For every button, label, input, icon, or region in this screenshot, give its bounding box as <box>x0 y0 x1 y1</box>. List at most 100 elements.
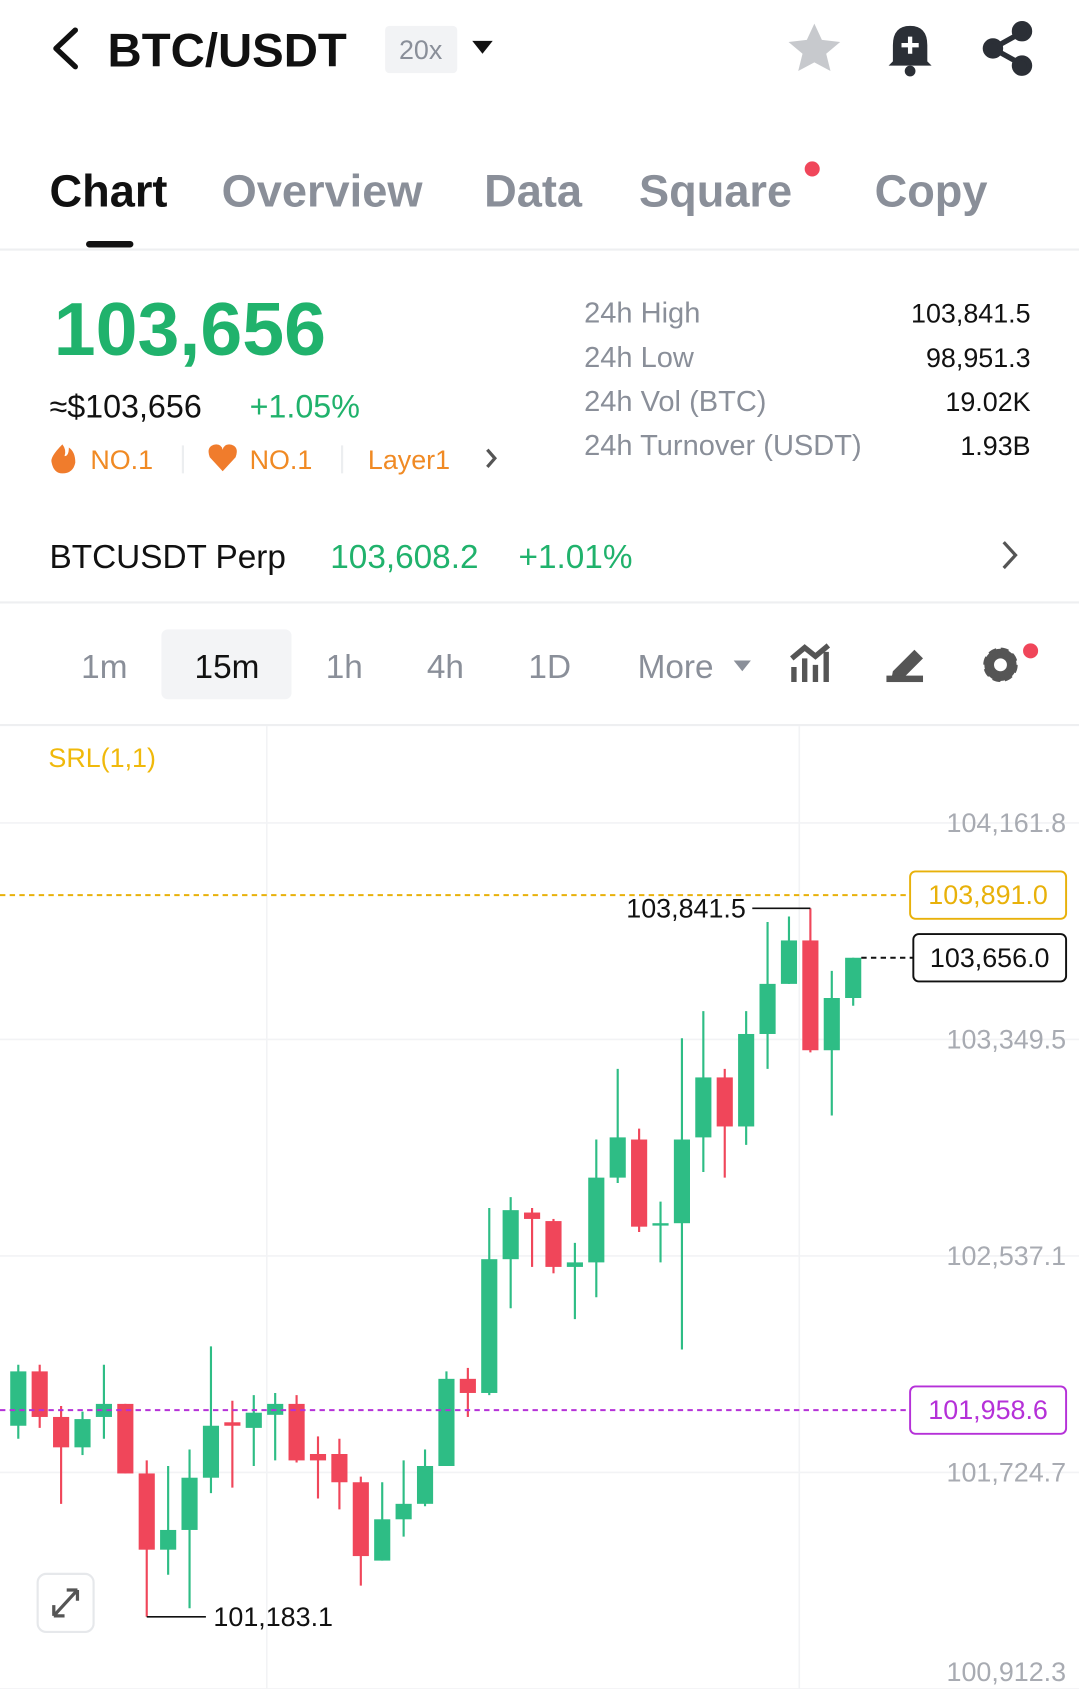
settings-icon[interactable] <box>983 647 1018 683</box>
candle-body <box>160 1529 177 1550</box>
notification-dot <box>1023 643 1039 659</box>
perp-change: +1.01% <box>519 539 633 576</box>
candle-body <box>502 1210 519 1260</box>
candle-body <box>117 1403 134 1474</box>
price-line-label: 103,891.0 <box>928 880 1048 910</box>
candle-body <box>716 1077 733 1127</box>
candle-body <box>288 1403 305 1461</box>
y-tick-label: 104,161.8 <box>947 808 1067 838</box>
price-change: +1.05% <box>250 388 360 424</box>
tab[interactable]: Data <box>484 166 583 217</box>
price-line-box <box>912 933 1068 983</box>
y-tick-label: 101,724.7 <box>947 1457 1067 1487</box>
stat-label: 24h Turnover (USDT) <box>584 430 861 462</box>
stat-label: 24h High <box>584 298 700 330</box>
expand-button[interactable] <box>36 1572 95 1634</box>
candle-body <box>245 1412 262 1428</box>
candle-body <box>738 1033 755 1127</box>
perp-row[interactable]: BTCUSDT Perp 103,608.2 +1.01% <box>49 539 1018 576</box>
candle-chart: 104,161.8 103,349.5 102,537.1 101,724.7 100,… <box>0 808 1079 1689</box>
candle-body <box>202 1425 220 1478</box>
stat-label: 24h Vol (BTC) <box>584 386 766 418</box>
candle-body <box>845 957 862 999</box>
interval[interactable]: 1h <box>326 649 363 686</box>
badge[interactable]: Layer1 <box>368 445 450 475</box>
tab-underline <box>86 240 134 248</box>
tab-active[interactable]: Chart <box>49 166 167 217</box>
candle-body <box>759 983 776 1034</box>
y-tick-label: 100,912.3 <box>947 1657 1067 1687</box>
interval[interactable]: 4h <box>427 649 464 686</box>
notification-dot <box>804 161 820 177</box>
alert-icon[interactable] <box>888 25 932 77</box>
candle-body <box>31 1371 48 1417</box>
price-line-label: 101,958.6 <box>928 1395 1048 1425</box>
candle-body <box>459 1378 476 1393</box>
candle-body <box>524 1212 541 1219</box>
tab[interactable]: Copy <box>875 166 988 217</box>
interval-selected-bg <box>161 629 292 700</box>
candle-body <box>138 1473 155 1550</box>
candle-body <box>588 1177 605 1263</box>
stat-label: 24h Low <box>584 342 695 374</box>
candle-body <box>53 1416 70 1448</box>
stat-value: 1.93B <box>960 431 1030 461</box>
interval[interactable]: 1m <box>81 649 127 686</box>
interval-selected[interactable]: 15m <box>195 649 260 686</box>
candle-body <box>352 1482 369 1557</box>
back-button[interactable] <box>53 27 78 70</box>
candle-body <box>652 1223 669 1226</box>
favorite-icon[interactable] <box>788 23 841 72</box>
chevron[interactable] <box>486 448 497 468</box>
high-marker-label: 103,841.5 <box>626 893 746 923</box>
leverage-badge[interactable] <box>385 25 458 74</box>
usd-price: ≈$103,656 <box>49 388 201 424</box>
badge[interactable]: NO.1 <box>90 445 153 475</box>
candle-body <box>374 1519 391 1561</box>
candle-body <box>395 1503 412 1520</box>
low-marker-label: 101,183.1 <box>213 1602 333 1632</box>
candle-body <box>438 1378 455 1466</box>
indicator-icon[interactable] <box>790 643 831 683</box>
candle-body <box>481 1259 498 1393</box>
tab[interactable]: Overview <box>222 166 424 217</box>
candle-body <box>545 1221 562 1267</box>
candle-body <box>181 1477 198 1530</box>
candle-body <box>802 940 819 1051</box>
stat-value: 103,841.5 <box>911 299 1031 329</box>
candle-body <box>823 998 840 1051</box>
interval-more[interactable]: More <box>638 649 714 686</box>
share-icon[interactable] <box>982 20 1033 76</box>
candle-body <box>224 1422 241 1426</box>
candle-body <box>74 1419 91 1448</box>
y-tick-label: 103,349.5 <box>947 1024 1067 1054</box>
candle-body <box>566 1262 583 1267</box>
interval[interactable]: 1D <box>528 649 571 686</box>
pair-dropdown[interactable] <box>472 40 493 54</box>
price-line-label: 103,656.0 <box>930 943 1050 973</box>
y-tick-label: 102,537.1 <box>947 1241 1067 1271</box>
chevron <box>1002 541 1018 570</box>
price-line-box <box>909 870 1068 920</box>
candle-body <box>416 1465 434 1504</box>
draw-icon[interactable] <box>886 649 924 683</box>
candle-body <box>331 1454 348 1483</box>
candle-body <box>95 1403 112 1417</box>
candle-body <box>631 1139 648 1227</box>
tab[interactable]: Square <box>639 166 792 217</box>
last-price: 103,656 <box>54 287 326 371</box>
perp-name: BTCUSDT Perp <box>49 539 285 576</box>
stat-value: 19.02K <box>945 387 1030 417</box>
candle-body <box>695 1077 712 1138</box>
more-dropdown[interactable] <box>733 660 751 672</box>
candle-body <box>609 1137 626 1178</box>
heart-icon <box>208 444 237 472</box>
leverage-text: 20x <box>399 35 443 65</box>
indicator-label: SRL(1,1) <box>48 743 156 773</box>
badge[interactable]: NO.1 <box>250 445 313 475</box>
perp-price: 103,608.2 <box>330 539 478 576</box>
candle-body <box>780 940 798 984</box>
price-line-box <box>909 1385 1068 1435</box>
